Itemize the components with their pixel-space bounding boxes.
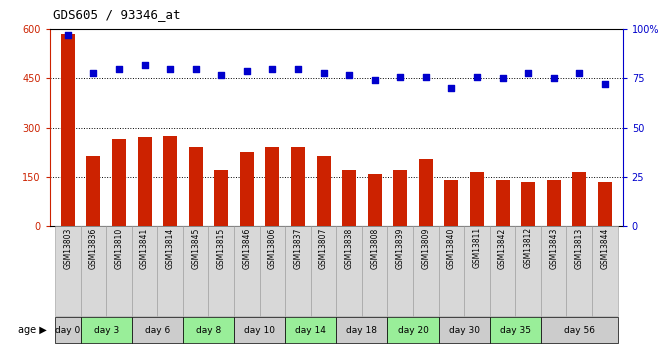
Text: GSM13836: GSM13836 (89, 227, 98, 269)
Text: age ▶: age ▶ (18, 325, 47, 335)
Point (190, 66, 201, 71)
Bar (444, 180, 458, 226)
Point (446, 86, 457, 91)
Text: GSM13812: GSM13812 (523, 227, 533, 268)
Text: day 14: day 14 (295, 326, 326, 335)
Text: GSM13842: GSM13842 (498, 227, 507, 269)
Point (216, 72, 226, 77)
Point (88, 70, 99, 75)
Point (574, 70, 585, 75)
Point (599, 82, 610, 87)
Bar (291, 147, 305, 226)
Text: GSM13806: GSM13806 (268, 227, 277, 269)
Bar (419, 159, 433, 226)
Bar (265, 147, 280, 226)
Text: day 30: day 30 (449, 326, 480, 335)
Bar (572, 172, 586, 226)
Text: day 10: day 10 (244, 326, 275, 335)
Text: GSM13845: GSM13845 (191, 227, 200, 269)
Text: day 0: day 0 (55, 326, 81, 335)
Text: day 20: day 20 (398, 326, 428, 335)
Text: GSM13808: GSM13808 (370, 227, 379, 269)
Point (63, 32, 73, 38)
Text: GSM13837: GSM13837 (294, 227, 302, 269)
Bar (112, 139, 126, 226)
Text: GSM13811: GSM13811 (472, 227, 482, 268)
Text: GSM13815: GSM13815 (216, 227, 226, 269)
Point (139, 62, 150, 68)
Point (344, 72, 354, 77)
Point (370, 78, 380, 83)
Text: GSM13809: GSM13809 (422, 227, 430, 269)
Text: day 8: day 8 (196, 326, 221, 335)
Text: day 18: day 18 (346, 326, 378, 335)
Text: GSM13838: GSM13838 (344, 227, 354, 269)
Bar (470, 172, 484, 226)
Point (114, 66, 125, 71)
Point (548, 76, 559, 81)
Point (292, 66, 303, 71)
Bar (521, 182, 535, 226)
Text: GSM13841: GSM13841 (140, 227, 149, 269)
Text: GSM13814: GSM13814 (166, 227, 174, 269)
Bar (163, 136, 177, 226)
Bar (240, 152, 254, 226)
Bar (393, 170, 408, 226)
Point (395, 74, 406, 79)
Text: GSM13843: GSM13843 (549, 227, 558, 269)
Text: GSM13810: GSM13810 (115, 227, 123, 269)
Text: GSM13844: GSM13844 (600, 227, 609, 269)
Bar (547, 180, 561, 226)
Bar (316, 156, 330, 226)
Text: GSM13807: GSM13807 (319, 227, 328, 269)
Point (242, 68, 252, 73)
Text: day 56: day 56 (563, 326, 595, 335)
Bar (137, 137, 152, 226)
Point (420, 74, 431, 79)
Bar (496, 180, 509, 226)
Text: day 3: day 3 (94, 326, 119, 335)
Bar (61, 34, 75, 226)
Text: day 35: day 35 (500, 326, 531, 335)
Bar (342, 170, 356, 226)
Point (318, 70, 329, 75)
Bar (214, 170, 228, 226)
Point (472, 74, 482, 79)
Point (165, 66, 175, 71)
Bar (598, 182, 612, 226)
Text: day 6: day 6 (145, 326, 170, 335)
Bar (368, 174, 382, 226)
Point (267, 66, 278, 71)
Text: GSM13813: GSM13813 (575, 227, 583, 269)
Text: GDS605 / 93346_at: GDS605 / 93346_at (53, 8, 180, 21)
Bar (188, 147, 202, 226)
Point (523, 70, 533, 75)
Text: GSM13840: GSM13840 (447, 227, 456, 269)
Text: GSM13839: GSM13839 (396, 227, 405, 269)
Bar (87, 156, 101, 226)
Point (498, 76, 508, 81)
Text: GSM13803: GSM13803 (63, 227, 73, 269)
Text: GSM13846: GSM13846 (242, 227, 251, 269)
